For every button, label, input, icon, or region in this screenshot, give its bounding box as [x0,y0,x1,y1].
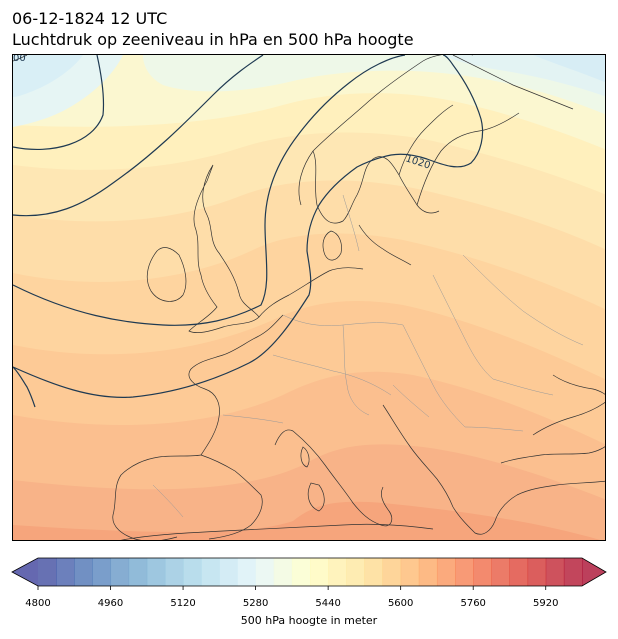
colorbar-cells [12,558,606,586]
colorbar-cell [328,558,347,586]
colorbar-cell [56,558,75,586]
colorbar-cell [110,558,130,586]
colorbar-cell [455,558,474,586]
colorbar-cell [310,558,329,586]
colorbar-tick-label: 4800 [25,598,50,609]
colorbar-cell [509,558,529,586]
map-canvas: 1020 00 [13,55,605,540]
colorbar-cell [183,558,202,586]
colorbar-cell [201,558,220,586]
height-field-fill [13,55,605,540]
colorbar-extend-low [12,558,38,586]
colorbar-cell [545,558,565,586]
colorbar-tick-label: 5600 [388,598,413,609]
colorbar-tick-label: 4960 [98,598,123,609]
colorbar-ticks: 4800 4960 5120 5280 5440 5600 5760 5920 [25,586,558,609]
colorbar-cell [364,558,384,586]
colorbar-cell [273,558,293,586]
colorbar-tick-label: 5920 [533,598,558,609]
map-title-description: Luchtdruk op zeeniveau in hPa en 500 hPa… [12,30,414,49]
colorbar-cell [400,558,420,586]
colorbar-cell [255,558,275,586]
colorbar-cell [418,558,438,586]
colorbar-cell [346,558,365,586]
colorbar-cell [146,558,166,586]
colorbar-cell [164,558,184,586]
colorbar-cell [74,558,93,586]
colorbar-label: 500 hPa hoogte in meter [240,614,378,627]
colorbar-tick-label: 5760 [460,598,485,609]
colorbar-cell [473,558,492,586]
colorbar-cell [38,558,57,586]
colorbar: 4800 4960 5120 5280 5440 5600 5760 5920 [11,557,607,609]
colorbar-cell [128,558,148,586]
colorbar-cell [491,558,510,586]
colorbar-tick-label: 5120 [170,598,195,609]
colorbar-cell [436,558,456,586]
colorbar-extend-high [582,558,606,586]
coastlines [13,55,605,540]
colorbar-cell [219,558,238,586]
colorbar-cell [527,558,547,586]
isobar-lines [13,55,484,408]
colorbar-cell [382,558,402,586]
colorbar-cell [237,558,257,586]
map-title-date: 06-12-1824 12 UTC [12,9,168,28]
colorbar-cell [92,558,112,586]
colorbar-outline [11,557,607,587]
colorbar-tick-label: 5280 [243,598,268,609]
country-borders [152,194,584,518]
colorbar-cell [291,558,311,586]
map-panel: 1020 00 [12,54,606,541]
colorbar-tick-label: 5440 [315,598,340,609]
isobar-label-edge: 00 [13,55,26,64]
colorbar-cell [563,558,583,586]
